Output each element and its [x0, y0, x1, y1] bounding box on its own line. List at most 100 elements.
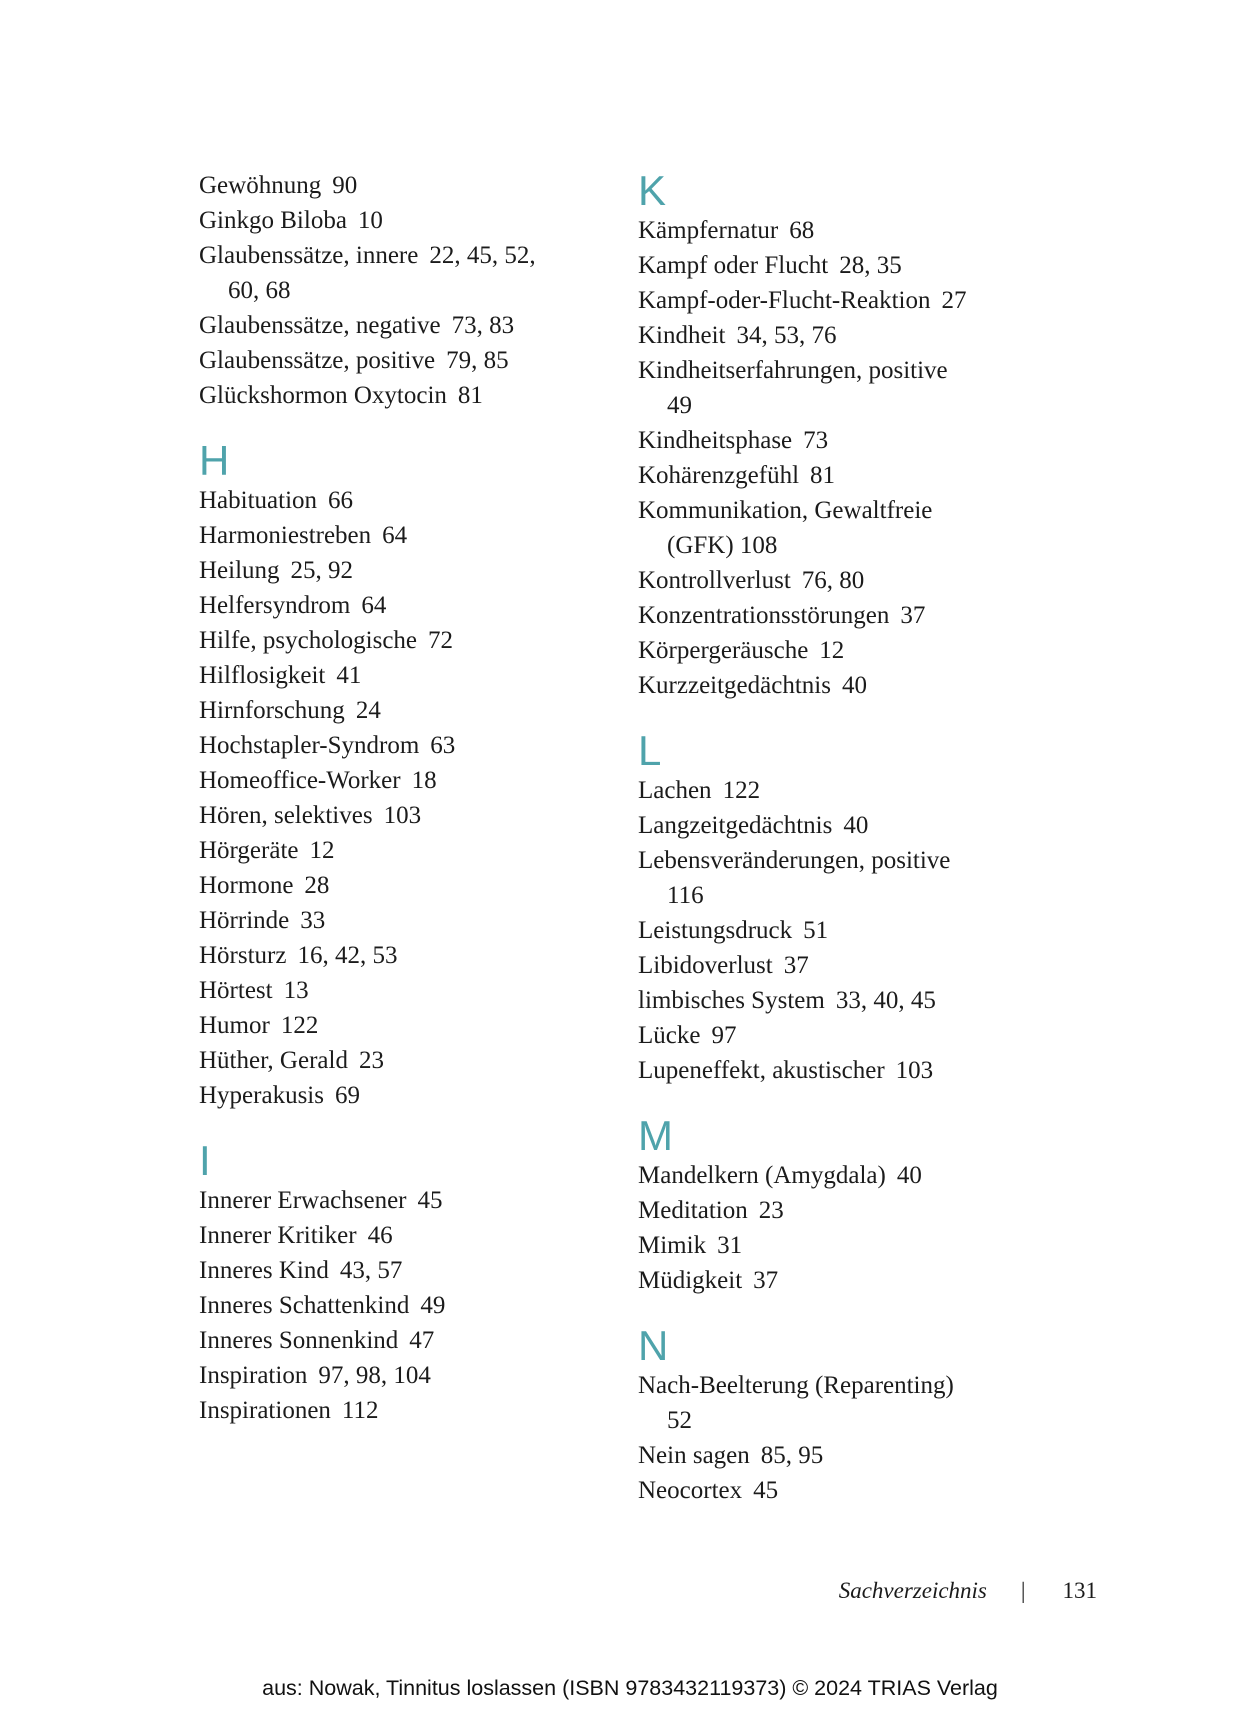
index-entry: Lupeneffekt, akustischer 103: [638, 1053, 1068, 1088]
entry-pages: 103: [895, 1057, 934, 1084]
entry-term: Helfersyndrom: [199, 592, 351, 619]
index-entry: Nein sagen 85, 95: [638, 1438, 1068, 1473]
entry-term: Kommunikation, Gewaltfreie: [638, 497, 933, 524]
entry-pages: 64: [382, 522, 408, 549]
entry-pages: 13: [283, 977, 309, 1004]
index-entry: Konzentrationsstörungen 37: [638, 598, 1068, 633]
entry-term: Inneres Kind: [199, 1257, 329, 1284]
section-letter-N: N: [638, 1322, 669, 1369]
entry-term: Nein sagen: [638, 1442, 750, 1469]
entry-term: Konzentrationsstörungen: [638, 602, 890, 629]
entry-pages: 24: [355, 697, 381, 724]
entry-term: Harmoniestreben: [199, 522, 372, 549]
entry-pages: 112: [341, 1397, 379, 1424]
entry-term: Inneres Sonnenkind: [199, 1327, 399, 1354]
index-entry: Habituation 66: [199, 483, 599, 518]
entry-term: Langzeitgedächtnis: [638, 812, 833, 839]
entry-term: Hirnforschung: [199, 697, 345, 724]
entry-term: Kurzzeitgedächtnis: [638, 672, 831, 699]
entry-term: Gewöhnung: [199, 172, 322, 199]
entry-pages: 81: [457, 382, 483, 409]
index-entry: Ginkgo Biloba 10: [199, 203, 599, 238]
index-entry: Körpergeräusche 12: [638, 633, 1068, 668]
entry-term: Inspirationen: [199, 1397, 331, 1424]
entry-pages: 23: [358, 1047, 384, 1074]
entry-term: Humor: [199, 1012, 270, 1039]
entry-term: Ginkgo Biloba: [199, 207, 347, 234]
entry-pages: 27: [941, 287, 967, 314]
entry-term: Heilung: [199, 557, 280, 584]
entry-term: Inneres Schattenkind: [199, 1292, 410, 1319]
index-entry: Hirnforschung 24: [199, 693, 599, 728]
entry-pages: 10: [357, 207, 383, 234]
entry-term: Glückshormon Oxytocin: [199, 382, 447, 409]
entry-term: Hörrinde: [199, 907, 290, 934]
index-entry: Hilflosigkeit 41: [199, 658, 599, 693]
index-entry: limbisches System 33, 40, 45: [638, 983, 1068, 1018]
entry-term: Hormone: [199, 872, 294, 899]
section-letter-L: L: [638, 727, 662, 774]
section-letter-H: H: [199, 437, 230, 484]
index-entry: Lücke 97: [638, 1018, 1068, 1053]
index-entry: Hormone 28: [199, 868, 599, 903]
entry-term: Homeoffice-Worker: [199, 767, 401, 794]
entry-term: Körpergeräusche: [638, 637, 809, 664]
entry-term: Lachen: [638, 777, 712, 804]
index-entry: Kindheit 34, 53, 76: [638, 318, 1068, 353]
entry-pages: 16, 42, 53: [297, 942, 398, 969]
entry-term: Innerer Kritiker: [199, 1222, 357, 1249]
index-entry: Inneres Kind 43, 57: [199, 1253, 599, 1288]
entry-term: Mimik: [638, 1232, 707, 1259]
entry-term: Innerer Erwachsener: [199, 1187, 407, 1214]
index-entry: Inspirationen 112: [199, 1393, 599, 1428]
entry-term: Meditation: [638, 1197, 748, 1224]
entry-term: Glaubenssätze, innere: [199, 242, 419, 269]
entry-term: Hörgeräte: [199, 837, 299, 864]
entry-pages: 43, 57: [339, 1257, 403, 1284]
entry-term: Kindheitsphase: [638, 427, 793, 454]
entry-term: Mandelkern (Amygdala): [638, 1162, 886, 1189]
index-entry: Heilung 25, 92: [199, 553, 599, 588]
entry-pages: 85, 95: [760, 1442, 824, 1469]
entry-term: Leistungsdruck: [638, 917, 793, 944]
entry-pages: 122: [280, 1012, 319, 1039]
index-entry: Kommunikation, Gewaltfreie (GFK) 108: [638, 493, 1068, 563]
entry-pages: 51: [803, 917, 829, 944]
entry-term: Habituation: [199, 487, 318, 514]
entry-pages: 122: [722, 777, 761, 804]
entry-continuation: 116: [667, 882, 704, 909]
entry-term: Kindheit: [638, 322, 726, 349]
index-entry: Mimik 31: [638, 1228, 1068, 1263]
entry-pages: 66: [328, 487, 354, 514]
entry-term: Lücke: [638, 1022, 701, 1049]
page-footer: Sachverzeichnis | 131: [839, 1577, 1097, 1605]
entry-term: Hören, selektives: [199, 802, 373, 829]
index-column-right: K Kämpfernatur 68 Kampf oder Flucht 28, 35 Ka…: [638, 170, 1068, 1508]
entry-pages: 31: [717, 1232, 743, 1259]
entry-pages: 12: [309, 837, 335, 864]
entry-term: Lupeneffekt, akustischer: [638, 1057, 885, 1084]
entry-term: Glaubenssätze, positive: [199, 347, 436, 374]
entry-term: Nach-Beelterung (Reparenting): [638, 1372, 954, 1399]
entry-term: Kampf-oder-Flucht-Reaktion: [638, 287, 931, 314]
entry-pages: 25, 92: [290, 557, 354, 584]
entry-pages: 40: [841, 672, 867, 699]
entry-pages: 103: [383, 802, 422, 829]
entry-term: Kohärenzgefühl: [638, 462, 800, 489]
entry-pages: 18: [411, 767, 437, 794]
index-entry: Müdigkeit 37: [638, 1263, 1068, 1298]
entry-pages: 23: [758, 1197, 784, 1224]
index-entry: Gewöhnung 90: [199, 168, 599, 203]
index-entry: Hochstapler-Syndrom 63: [199, 728, 599, 763]
index-column-left: Gewöhnung 90 Ginkgo Biloba 10 Glaubenssätze,…: [199, 168, 599, 1428]
entry-pages: 33, 40, 45: [835, 987, 936, 1014]
entry-continuation: (GFK) 108: [667, 532, 778, 559]
entry-pages: 90: [332, 172, 358, 199]
entry-term: Kontrollverlust: [638, 567, 791, 594]
entry-term: Neocortex: [638, 1477, 743, 1504]
index-entry: Kontrollverlust 76, 80: [638, 563, 1068, 598]
entry-pages: 28: [304, 872, 330, 899]
entry-pages: 12: [819, 637, 845, 664]
entry-pages: 64: [361, 592, 387, 619]
